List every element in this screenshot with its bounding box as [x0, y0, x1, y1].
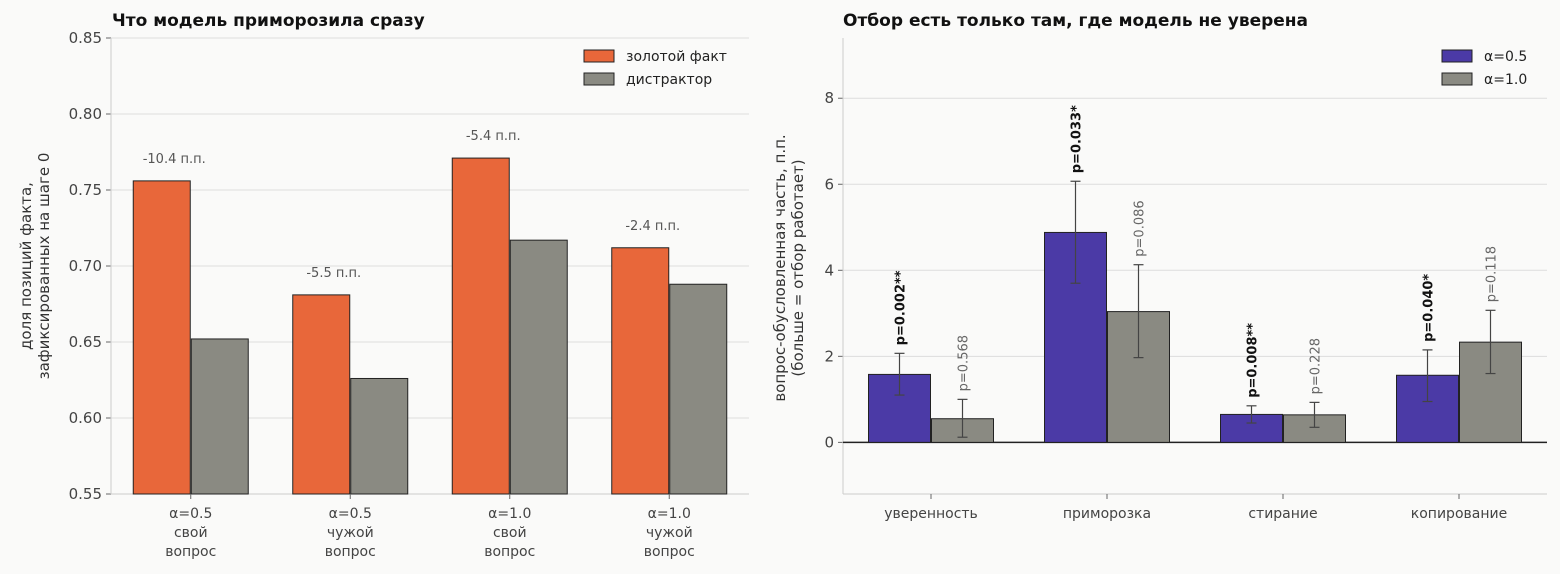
x-tick-label: вопрос [165, 544, 216, 560]
x-tick-label: α=1.0 [648, 506, 691, 522]
x-tick-label: вопрос [325, 544, 376, 560]
legend-swatch [583, 49, 615, 63]
legend-label: α=1.0 [1484, 72, 1527, 88]
x-tick-label: чужой [327, 525, 374, 541]
p-value-label: p=0.033* [1070, 105, 1085, 173]
y-axis-label: вопрос-обусловленная часть, п.п.(больше … [771, 134, 807, 401]
p-value-label: p=0.002** [894, 270, 909, 345]
x-tick-label: вопрос [484, 544, 535, 560]
x-tick-label: α=1.0 [488, 506, 531, 522]
bar-gold [292, 294, 351, 495]
left-chart-panel: Что модель приморозила сразу 0.55 0.60 0.6… [17, 11, 749, 560]
delta-annotation: -5.5 п.п. [306, 266, 361, 281]
x-tick-label: вопрос [644, 544, 695, 560]
legend-label: α=0.5 [1484, 49, 1527, 65]
y-tick-label: 0 [824, 433, 834, 451]
bar-gold [611, 247, 670, 495]
legend-label: дистрактор [626, 72, 712, 88]
p-value-label: p=0.086 [1133, 200, 1148, 256]
y-axis-label-line: вопрос-обусловленная часть, п.п. [771, 134, 789, 401]
y-tick-label: 0.60 [69, 409, 102, 427]
y-axis-label-line: зафиксированных на шаге 0 [35, 153, 53, 380]
bar-distractor [350, 377, 409, 495]
p-value-label: p=0.040* [1422, 274, 1437, 342]
bar-distractor [509, 239, 568, 495]
bar-gold [451, 157, 510, 495]
y-tick-label: 4 [824, 261, 834, 279]
y-tick-label: 0.70 [69, 257, 102, 275]
y-tick-label: 0.75 [69, 181, 102, 199]
y-tick-label: 0.85 [69, 29, 102, 47]
x-tick-label: приморозка [1063, 506, 1151, 522]
delta-annotation: -10.4 п.п. [143, 152, 206, 167]
y-tick-label: 2 [824, 347, 834, 365]
y-tick-label: 6 [824, 175, 834, 193]
right-chart-title: Отбор есть только там, где модель не уве… [843, 11, 1308, 31]
delta-annotation: -5.4 п.п. [466, 129, 521, 144]
bar-distractor [669, 283, 728, 495]
delta-annotation: -2.4 п.п. [625, 219, 680, 234]
legend-label: золотой факт [626, 49, 727, 65]
y-axis-label-line: доля позиций факта, [17, 182, 35, 350]
y-tick-label: 0.65 [69, 333, 102, 351]
p-value-label: p=0.118 [1485, 246, 1500, 302]
p-value-label: p=0.008** [1246, 323, 1261, 398]
x-tick-label: копирование [1411, 506, 1507, 522]
x-tick-label: свой [174, 525, 208, 541]
x-tick-label: α=0.5 [169, 506, 212, 522]
legend-swatch [583, 72, 615, 86]
x-tick-label: α=0.5 [329, 506, 372, 522]
x-tick-label: свой [493, 525, 527, 541]
bar-gold [132, 180, 191, 495]
bar-distractor [190, 338, 249, 495]
right-chart-panel: Отбор есть только там, где модель не уве… [771, 11, 1547, 522]
y-tick-label: 0.80 [69, 105, 102, 123]
y-axis-label-line: (больше = отбор работает) [789, 159, 807, 376]
p-value-label: p=0.228 [1309, 338, 1324, 394]
legend-swatch [1441, 49, 1473, 63]
x-tick-label: уверенность [884, 506, 978, 522]
left-chart-title: Что модель приморозила сразу [112, 11, 425, 31]
x-tick-label: чужой [646, 525, 693, 541]
y-axis-label: доля позиций факта,зафиксированных на ша… [17, 153, 53, 380]
y-tick-label: 0.55 [69, 485, 102, 503]
x-tick-label: стирание [1248, 506, 1317, 522]
y-tick-label: 8 [824, 89, 834, 107]
legend-swatch [1441, 72, 1473, 86]
p-value-label: p=0.568 [957, 335, 972, 391]
